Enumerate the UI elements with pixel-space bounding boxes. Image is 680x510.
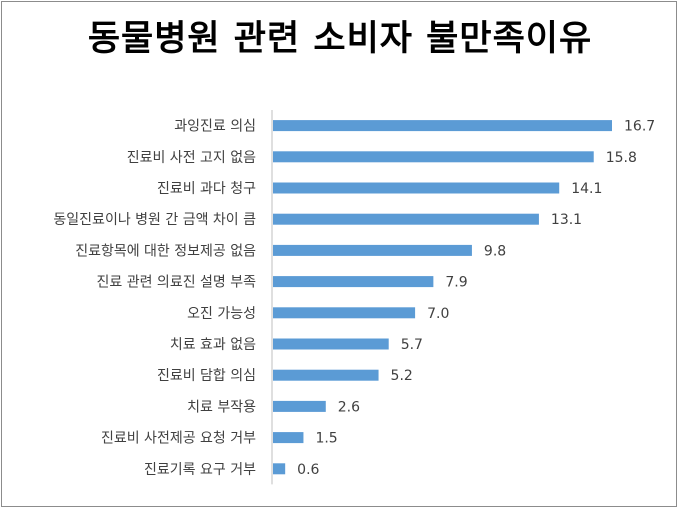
chart-title: 동물병원 관련 소비자 불만족이유	[87, 19, 593, 59]
bar	[273, 276, 434, 288]
category-label: 치료 효과 없음	[170, 337, 256, 353]
category-label: 진료비 과다 청구	[157, 181, 256, 197]
value-label: 7.9	[445, 275, 467, 291]
category-label: 진료 관련 의료진 설명 부족	[97, 275, 257, 291]
bar	[273, 432, 304, 444]
bar	[273, 463, 286, 475]
bar	[273, 213, 539, 225]
bar	[273, 244, 472, 256]
category-label: 오진 가능성	[187, 306, 256, 322]
bars	[273, 120, 612, 475]
bar	[273, 307, 416, 319]
value-label: 14.1	[571, 181, 602, 197]
bar	[273, 120, 612, 132]
value-labels: 16.7 15.814.1 13.1 9.8 7.9 7.05.7 5.2 2.61.5 0.6	[297, 119, 655, 478]
category-label: 진료비 사전 고지 없음	[127, 150, 256, 166]
value-label: 15.8	[606, 150, 637, 166]
category-label: 진료비 담합 의심	[157, 368, 256, 384]
category-label: 과잉진료 의심	[174, 119, 256, 135]
value-label: 16.7	[624, 119, 655, 135]
category-label: 진료항목에 대한 정보제공 없음	[75, 243, 256, 259]
value-label: 5.7	[401, 337, 423, 353]
value-label: 9.8	[484, 243, 506, 259]
value-label: 5.2	[391, 368, 413, 384]
bar	[273, 400, 326, 412]
value-label: 2.6	[338, 399, 360, 415]
category-label: 동일진료이나 병원 간 금액 차이 큼	[53, 212, 256, 228]
bar	[273, 338, 389, 350]
category-label: 치료 부작용	[187, 399, 256, 415]
bar	[273, 182, 560, 194]
value-label: 1.5	[315, 431, 337, 447]
value-label: 7.0	[427, 306, 449, 322]
category-label: 진료기록 요구 거부	[144, 462, 256, 478]
value-label: 13.1	[551, 212, 582, 228]
bar	[273, 369, 379, 381]
bar	[273, 151, 594, 163]
category-label: 진료비 사전제공 요청 거부	[101, 431, 256, 447]
value-label: 0.6	[297, 462, 319, 478]
